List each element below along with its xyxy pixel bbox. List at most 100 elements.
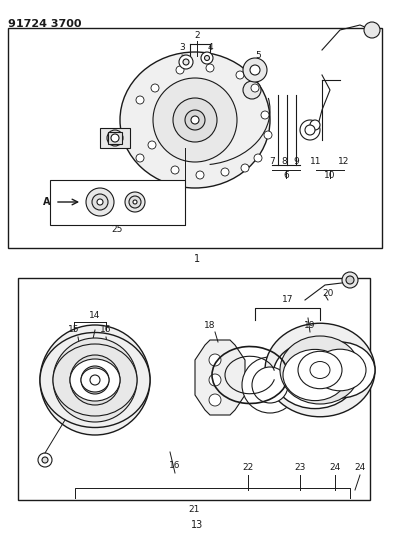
Text: 4: 4	[207, 44, 213, 52]
Text: 91724 3700: 91724 3700	[8, 19, 82, 29]
Circle shape	[90, 375, 100, 385]
Circle shape	[125, 192, 145, 212]
Circle shape	[204, 55, 210, 61]
Ellipse shape	[283, 350, 347, 401]
Text: 13: 13	[191, 520, 203, 530]
Circle shape	[251, 84, 259, 92]
Circle shape	[183, 59, 189, 65]
Circle shape	[264, 131, 272, 139]
Circle shape	[133, 200, 137, 204]
Text: 10: 10	[324, 171, 336, 180]
Circle shape	[136, 154, 144, 162]
Text: 11: 11	[310, 157, 322, 166]
Ellipse shape	[70, 359, 120, 401]
Text: 17: 17	[282, 295, 294, 304]
Text: 12: 12	[338, 157, 350, 166]
Text: 19: 19	[304, 320, 316, 329]
Polygon shape	[195, 340, 245, 415]
Circle shape	[191, 116, 199, 124]
Circle shape	[179, 55, 193, 69]
Circle shape	[42, 457, 48, 463]
Bar	[50, 180, 185, 225]
Text: 5: 5	[255, 51, 261, 60]
Circle shape	[364, 22, 380, 38]
Circle shape	[261, 111, 269, 119]
Circle shape	[201, 52, 213, 64]
Text: 2: 2	[194, 31, 200, 41]
Text: 6: 6	[283, 171, 289, 180]
Circle shape	[242, 357, 298, 413]
Ellipse shape	[314, 349, 366, 391]
Circle shape	[206, 64, 214, 72]
Text: 1: 1	[194, 254, 200, 264]
Text: 22: 22	[242, 464, 254, 472]
Circle shape	[241, 164, 249, 172]
Circle shape	[40, 325, 150, 435]
Circle shape	[81, 366, 109, 394]
Text: 7: 7	[269, 157, 275, 166]
Circle shape	[209, 374, 221, 386]
Circle shape	[310, 120, 320, 130]
Circle shape	[86, 188, 114, 216]
Circle shape	[243, 81, 261, 99]
Circle shape	[70, 355, 120, 405]
Text: 24: 24	[329, 464, 341, 472]
Circle shape	[153, 78, 237, 162]
Circle shape	[305, 125, 315, 135]
Ellipse shape	[53, 344, 137, 416]
Text: 14: 14	[89, 311, 101, 320]
Ellipse shape	[298, 351, 342, 389]
Circle shape	[151, 84, 159, 92]
Circle shape	[111, 134, 119, 142]
Bar	[100, 128, 130, 148]
Circle shape	[136, 96, 144, 104]
Ellipse shape	[310, 361, 330, 378]
Bar	[18, 278, 370, 500]
Circle shape	[342, 272, 358, 288]
Ellipse shape	[40, 333, 150, 427]
Circle shape	[185, 110, 205, 130]
Text: 16: 16	[100, 326, 112, 335]
Circle shape	[196, 171, 204, 179]
Circle shape	[209, 354, 221, 366]
Text: 23: 23	[294, 464, 306, 472]
Circle shape	[129, 196, 141, 208]
Circle shape	[171, 166, 179, 174]
Circle shape	[209, 394, 221, 406]
Text: 9: 9	[293, 157, 299, 166]
Text: 25: 25	[112, 225, 123, 235]
Circle shape	[236, 71, 244, 79]
Circle shape	[176, 66, 184, 74]
Text: 15: 15	[68, 326, 80, 335]
Ellipse shape	[280, 336, 360, 404]
Bar	[8, 28, 382, 248]
Text: 16: 16	[169, 461, 181, 470]
Text: 21: 21	[188, 505, 200, 514]
Circle shape	[221, 168, 229, 176]
Text: 18: 18	[204, 320, 216, 329]
Circle shape	[252, 367, 288, 403]
Ellipse shape	[265, 323, 375, 417]
Circle shape	[254, 154, 262, 162]
Text: 24: 24	[354, 464, 366, 472]
Ellipse shape	[273, 342, 357, 409]
Circle shape	[173, 98, 217, 142]
Text: 8: 8	[281, 157, 287, 166]
Circle shape	[38, 453, 52, 467]
Circle shape	[250, 65, 260, 75]
Circle shape	[243, 58, 267, 82]
Text: 20: 20	[322, 288, 334, 297]
Circle shape	[97, 199, 103, 205]
Circle shape	[92, 194, 108, 210]
Ellipse shape	[305, 342, 375, 398]
Circle shape	[346, 276, 354, 284]
Bar	[108, 132, 122, 144]
Ellipse shape	[120, 52, 270, 188]
Ellipse shape	[81, 368, 109, 392]
Text: 3: 3	[179, 44, 185, 52]
Circle shape	[148, 141, 156, 149]
Text: A: A	[43, 197, 51, 207]
Circle shape	[107, 130, 123, 146]
Circle shape	[53, 338, 137, 422]
Circle shape	[300, 120, 320, 140]
